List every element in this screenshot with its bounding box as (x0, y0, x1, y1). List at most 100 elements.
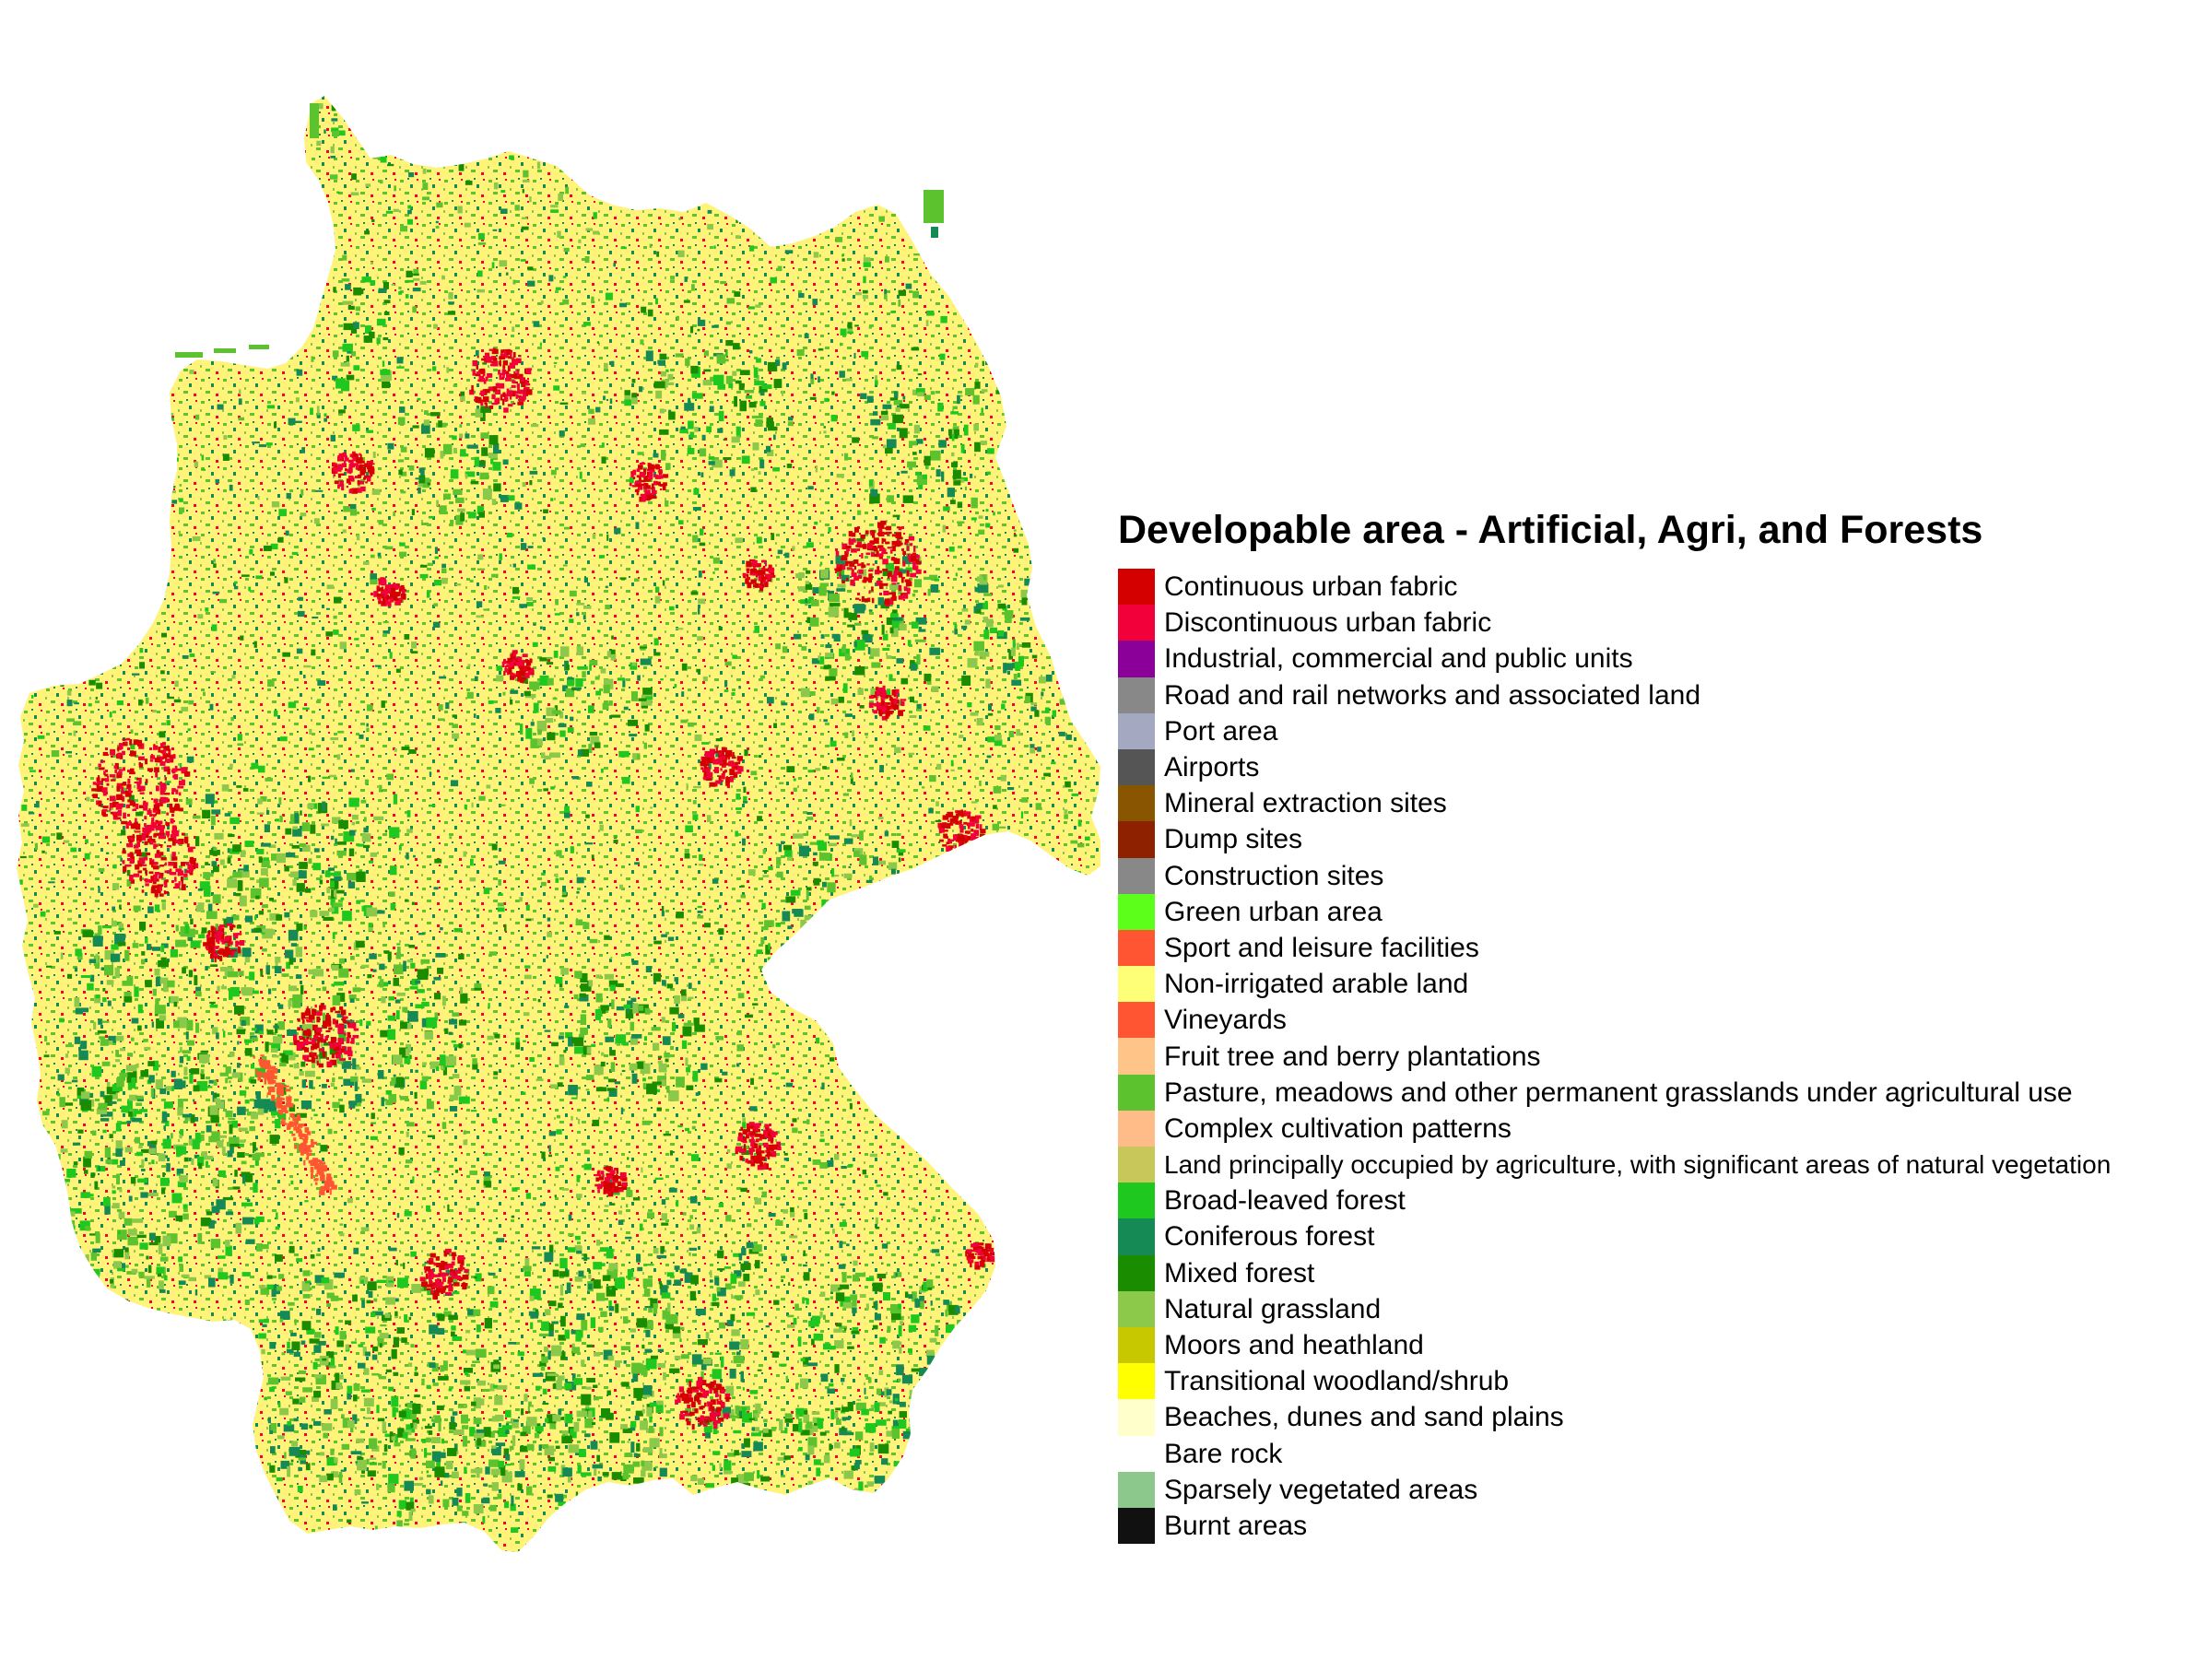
forest-patch (419, 573, 429, 579)
forest-patch (229, 484, 233, 491)
forest-patch (244, 953, 251, 963)
forest-patch (871, 662, 881, 668)
forest-patch (195, 905, 205, 912)
forest-patch (238, 1026, 243, 1030)
urban-patch (485, 402, 488, 408)
forest-patch (415, 477, 424, 480)
forest-patch (680, 994, 688, 1002)
forest-patch (1032, 911, 1041, 916)
forest-patch (471, 1401, 477, 1406)
forest-patch (118, 942, 126, 947)
forest-patch (179, 1175, 188, 1182)
forest-patch (112, 864, 117, 869)
forest-patch (844, 653, 851, 661)
forest-patch (159, 1015, 167, 1021)
forest-patch (909, 715, 917, 718)
urban-patch (520, 377, 524, 382)
forest-patch (256, 1243, 263, 1252)
forest-patch (512, 563, 516, 568)
forest-patch (244, 841, 254, 847)
forest-patch (758, 755, 762, 759)
forest-patch (183, 1066, 188, 1076)
forest-patch (367, 1281, 377, 1291)
forest-patch (690, 1275, 699, 1285)
forest-patch (899, 536, 902, 543)
forest-patch (173, 1020, 180, 1029)
forest-patch (182, 1050, 191, 1054)
urban-patch (492, 360, 499, 367)
forest-patch (356, 535, 360, 541)
forest-patch (865, 192, 870, 199)
forest-patch (627, 1269, 634, 1280)
forest-patch (708, 763, 712, 770)
forest-patch (80, 1192, 90, 1198)
forest-patch (1006, 663, 1013, 671)
forest-patch (755, 1289, 760, 1296)
forest-patch (682, 1026, 692, 1037)
forest-patch (117, 402, 122, 406)
forest-patch (820, 1291, 826, 1297)
forest-patch (954, 899, 957, 902)
forest-patch (375, 910, 385, 914)
forest-patch (374, 665, 382, 667)
forest-patch (475, 408, 483, 418)
forest-patch (498, 1461, 505, 1468)
forest-patch (582, 1257, 590, 1260)
forest-patch (286, 1348, 294, 1354)
forest-patch (370, 578, 378, 585)
forest-patch (686, 1066, 690, 1073)
forest-patch (237, 1041, 240, 1045)
forest-patch (211, 809, 221, 815)
forest-patch (848, 865, 852, 868)
forest-patch (241, 1272, 251, 1277)
forest-patch (330, 737, 339, 741)
forest-patch (206, 1160, 208, 1168)
forest-patch (807, 1480, 814, 1486)
forest-patch (809, 396, 817, 400)
forest-patch (642, 1385, 653, 1396)
forest-patch (616, 1006, 625, 1011)
forest-patch (878, 1391, 887, 1396)
urban-patch (863, 576, 867, 583)
forest-patch (1028, 1409, 1035, 1415)
forest-patch (418, 481, 423, 488)
forest-patch (934, 1434, 942, 1441)
forest-patch (478, 232, 485, 241)
forest-patch (411, 641, 418, 649)
forest-patch (388, 1094, 397, 1103)
forest-patch (434, 858, 442, 864)
urban-patch (891, 534, 899, 537)
forest-patch (839, 1325, 847, 1330)
forest-patch (48, 881, 55, 884)
forest-patch (415, 1004, 425, 1009)
forest-patch (241, 1160, 247, 1165)
forest-patch (1047, 1488, 1050, 1494)
forest-patch (133, 905, 141, 912)
urban-patch (500, 349, 504, 354)
forest-patch (689, 1224, 695, 1230)
forest-patch (616, 140, 621, 146)
forest-patch (157, 1271, 162, 1277)
forest-patch (122, 787, 127, 794)
forest-patch (386, 773, 394, 781)
forest-patch (429, 771, 432, 776)
forest-patch (733, 1355, 745, 1364)
forest-patch (114, 1096, 118, 1100)
forest-patch (267, 679, 275, 687)
urban-patch (877, 522, 884, 528)
forest-patch (861, 629, 869, 635)
forest-patch (471, 1110, 477, 1112)
forest-patch (889, 583, 900, 591)
forest-patch (574, 1235, 581, 1241)
forest-patch (1020, 839, 1027, 845)
forest-patch (313, 1113, 318, 1117)
forest-patch (371, 488, 381, 495)
forest-patch (868, 479, 873, 487)
forest-patch (547, 1456, 555, 1462)
forest-patch (878, 1370, 884, 1375)
forest-patch (396, 1511, 402, 1517)
forest-patch (642, 1278, 653, 1288)
forest-patch (766, 445, 771, 453)
forest-patch (644, 1306, 653, 1309)
forest-patch (930, 1381, 942, 1388)
